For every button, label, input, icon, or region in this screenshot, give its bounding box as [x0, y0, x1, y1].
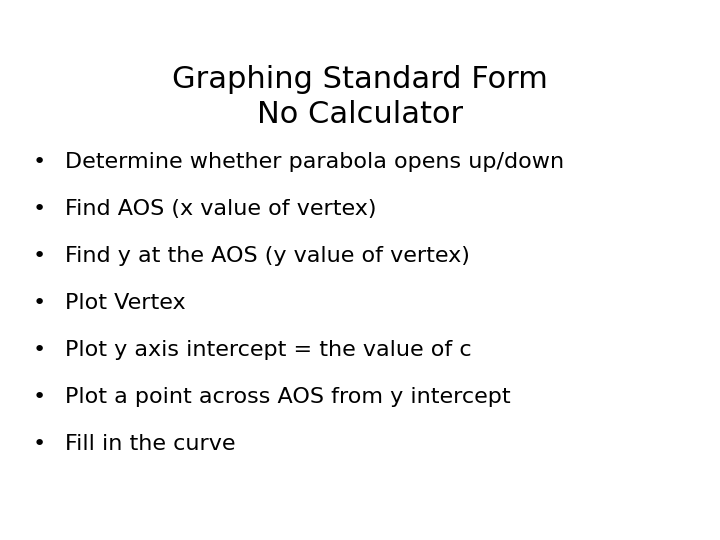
Text: Graphing Standard Form
No Calculator: Graphing Standard Form No Calculator — [172, 65, 548, 129]
Text: Plot Vertex: Plot Vertex — [65, 293, 186, 313]
Text: Plot a point across AOS from y intercept: Plot a point across AOS from y intercept — [65, 387, 510, 407]
Text: Find AOS (x value of vertex): Find AOS (x value of vertex) — [65, 199, 377, 219]
Text: •: • — [33, 387, 46, 407]
Text: Find y at the AOS (y value of vertex): Find y at the AOS (y value of vertex) — [65, 246, 469, 266]
Text: •: • — [33, 199, 46, 219]
Text: •: • — [33, 246, 46, 266]
Text: •: • — [33, 152, 46, 172]
Text: •: • — [33, 293, 46, 313]
Text: •: • — [33, 340, 46, 360]
Text: Determine whether parabola opens up/down: Determine whether parabola opens up/down — [65, 152, 564, 172]
Text: •: • — [33, 434, 46, 454]
Text: Plot y axis intercept = the value of c: Plot y axis intercept = the value of c — [65, 340, 472, 360]
Text: Fill in the curve: Fill in the curve — [65, 434, 235, 454]
